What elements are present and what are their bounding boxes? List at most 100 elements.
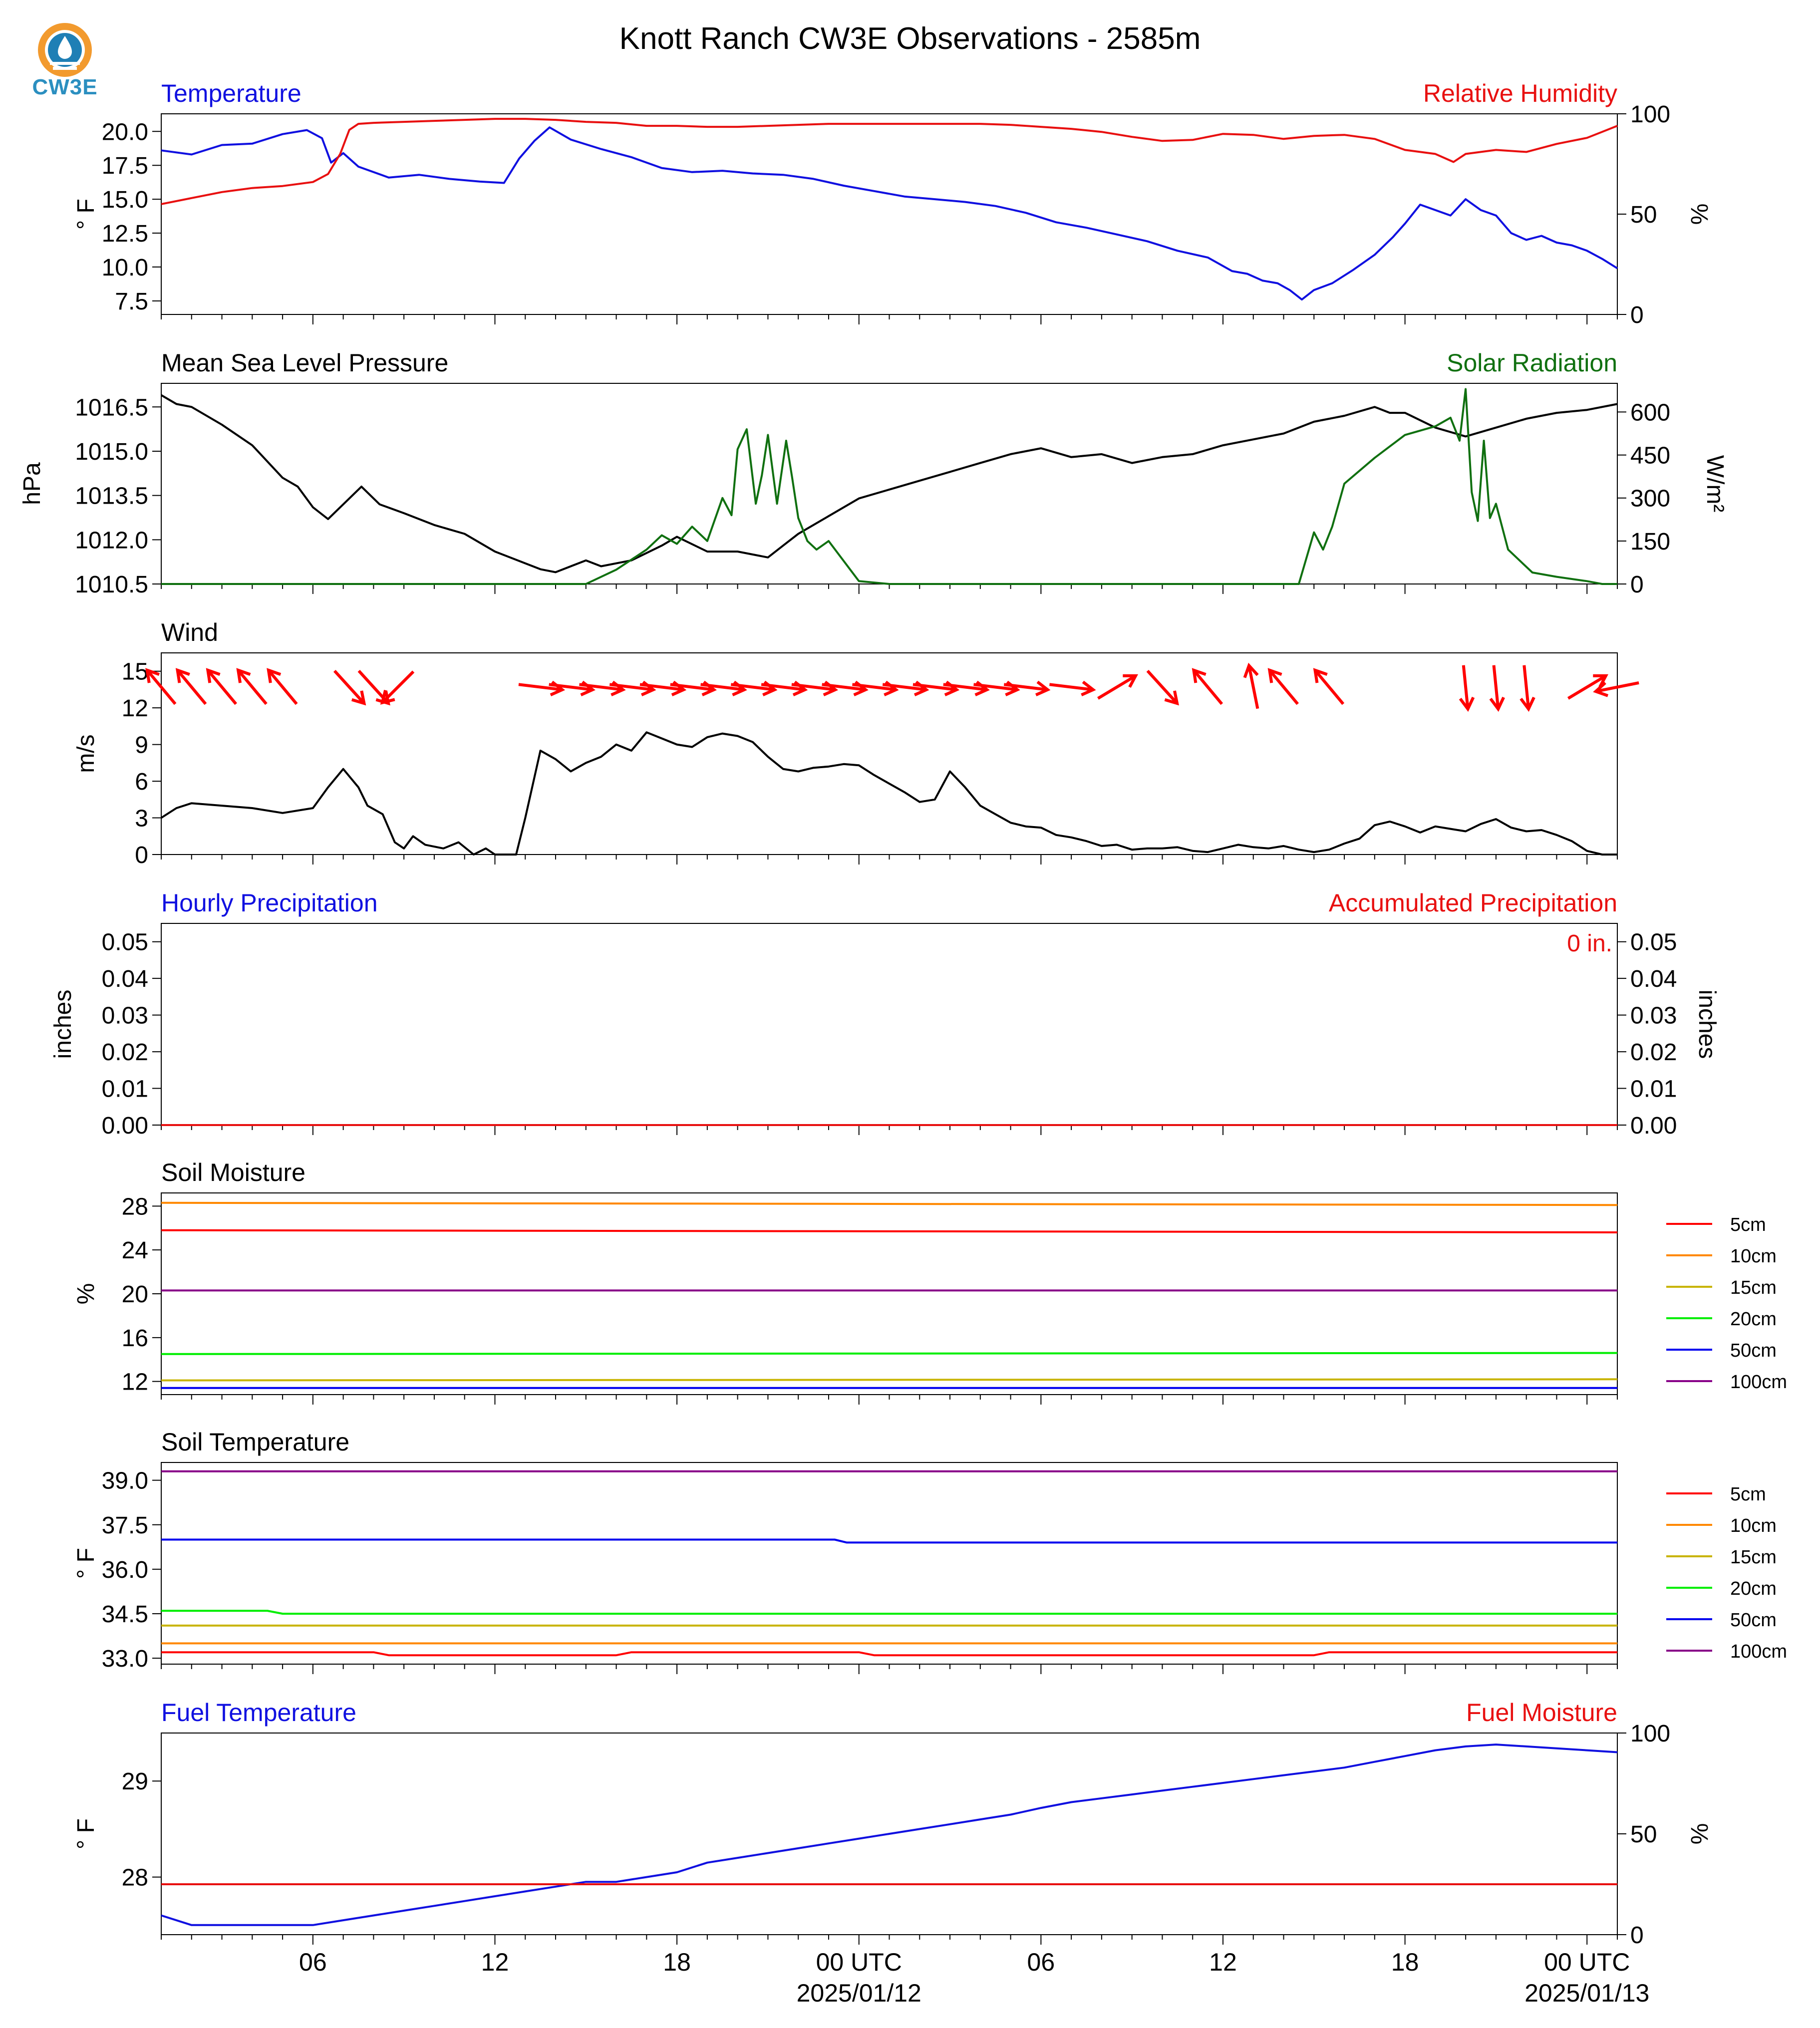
y-tick-label: 0.03 [102,1003,148,1029]
legend-label: 10cm [1730,1246,1777,1267]
x-tick-label: 00 UTC [1544,1948,1630,1976]
legend-label: 5cm [1730,1214,1766,1235]
legend-label: 50cm [1730,1610,1777,1631]
series-line-15cm [161,1378,1618,1382]
y2-tick-label: 0.01 [1630,1076,1677,1103]
panel-title-left: Temperature [161,79,302,107]
wind-arrow-head [375,690,390,706]
wind-arrow-head [1489,696,1505,712]
y2-tick-label: 0 [1630,302,1644,328]
y-tick-label: 37.5 [102,1512,148,1539]
wind-arrow-shaft [1146,669,1179,705]
series-line-20cm [161,1610,1617,1615]
y-tick-label: 33.0 [102,1646,148,1672]
wind-arrow-shaft [639,683,684,691]
wind-arrow [1267,668,1299,705]
wind-arrow-head [175,668,190,683]
series-line-fuel-temperature [161,1743,1618,1926]
panel-title-left: Fuel Temperature [161,1699,356,1727]
legend-label: 20cm [1730,1578,1777,1599]
wind-arrow [1593,681,1639,697]
y-tick-label: 1016.5 [75,394,148,421]
wind-arrow-head [1519,696,1535,712]
wind-arrow-shaft [1567,674,1607,700]
wind-arrow-head [1459,696,1475,712]
wind-arrow-shaft [267,669,298,705]
y2-tick-label: 0.00 [1630,1113,1677,1139]
panel-title-left: Soil Temperature [161,1428,349,1456]
legend-label: 15cm [1730,1547,1777,1568]
series-line-10cm [161,1201,1618,1206]
wind-arrow [1313,668,1345,705]
y-tick-label: 12.5 [102,221,148,247]
wind-arrow-shaft [1193,669,1223,705]
x-tick-label: 12 [481,1948,509,1976]
wind-arrow-shaft [700,683,745,691]
y-tick-label: 20.0 [102,119,148,145]
x-tick-label: 18 [1391,1948,1419,1976]
wind-arrow-head [1593,674,1608,688]
wind-arrow-shaft [912,683,957,691]
wind-arrow-shaft [730,683,775,691]
wind-arrow-head [1593,681,1609,697]
y-tick-label: 0.04 [102,966,148,992]
panel-title-left: Mean Sea Level Pressure [161,349,448,377]
y2-tick-label: 0.04 [1630,966,1677,992]
wind-arrow-head [236,668,251,683]
plot-frame [161,1462,1618,1665]
y2-tick-label: 450 [1630,443,1670,469]
wind-arrow-head [267,668,282,683]
soil-legend: 5cm 10cm 15cm 20cm 50cm 100cm [1666,1214,1787,1393]
wind-arrow [1003,680,1051,697]
y2-tick-label: 150 [1630,529,1670,555]
panel-wind: Wind 0 3 6 9 12 15 m/s [73,618,1639,869]
wind-arrow-shaft [1049,683,1094,691]
y-tick-label: 12 [122,695,148,722]
y2-tick-label: 50 [1630,1821,1657,1848]
wind-arrow-head [1164,690,1179,706]
y-tick-label: 0.01 [102,1076,148,1103]
wind-arrow [1097,674,1139,700]
wind-arrow-head [206,668,221,683]
soil-legend: 5cm 10cm 15cm 20cm 50cm 100cm [1666,1484,1787,1662]
y2-tick-label: 0.03 [1630,1003,1677,1029]
wind-arrow-shaft [609,683,653,691]
y-axis-label: inches [50,990,76,1059]
y2-tick-label: 0.05 [1630,929,1677,956]
wind-arrow-shaft [146,669,177,705]
y-axis-label: ° F [73,1548,99,1579]
wind-arrow-head [1267,668,1282,683]
y-tick-label: 1012.0 [75,527,148,554]
x-tick-label: 06 [299,1948,327,1976]
wind-arrow-head [380,690,395,705]
y-axis-label: m/s [73,734,99,773]
y-tick-label: 10.0 [102,255,148,281]
wind-arrow-shaft [176,669,207,705]
y2-tick-label: 0.02 [1630,1039,1677,1066]
wind-arrow-shaft [1314,669,1345,705]
panel-title-left: Soil Moisture [161,1159,305,1186]
legend-label: 50cm [1730,1340,1777,1361]
plot-frame [161,113,1618,315]
wind-arrow-head [145,668,160,683]
panel-title-right: Solar Radiation [1447,349,1617,377]
series-line-wind [160,731,1617,856]
series-line-temperature [161,126,1618,301]
panel-title-left: Hourly Precipitation [161,889,378,917]
series-line-5cm [161,1651,1617,1657]
series-line-5cm [161,1229,1618,1233]
wind-arrow-head [1192,668,1207,683]
wind-arrow-head [1081,680,1096,697]
wind-arrow-head [1035,680,1051,697]
y2-tick-label: 600 [1630,399,1670,426]
wind-arrow-shaft [1492,665,1500,709]
cw3e-logo-icon [30,19,110,104]
y-tick-label: 3 [135,806,148,832]
wind-arrow-head [1123,674,1139,688]
wind-arrow [206,668,238,705]
wind-arrow [236,668,268,705]
panel-soil-temperature: Soil Temperature 33.0 34.5 36.0 37.5 39.0 ° F 5… [73,1428,1787,1674]
plot-frame [161,1192,1618,1395]
wind-arrow-shaft [761,683,805,691]
wind-arrow-shaft [882,683,926,691]
